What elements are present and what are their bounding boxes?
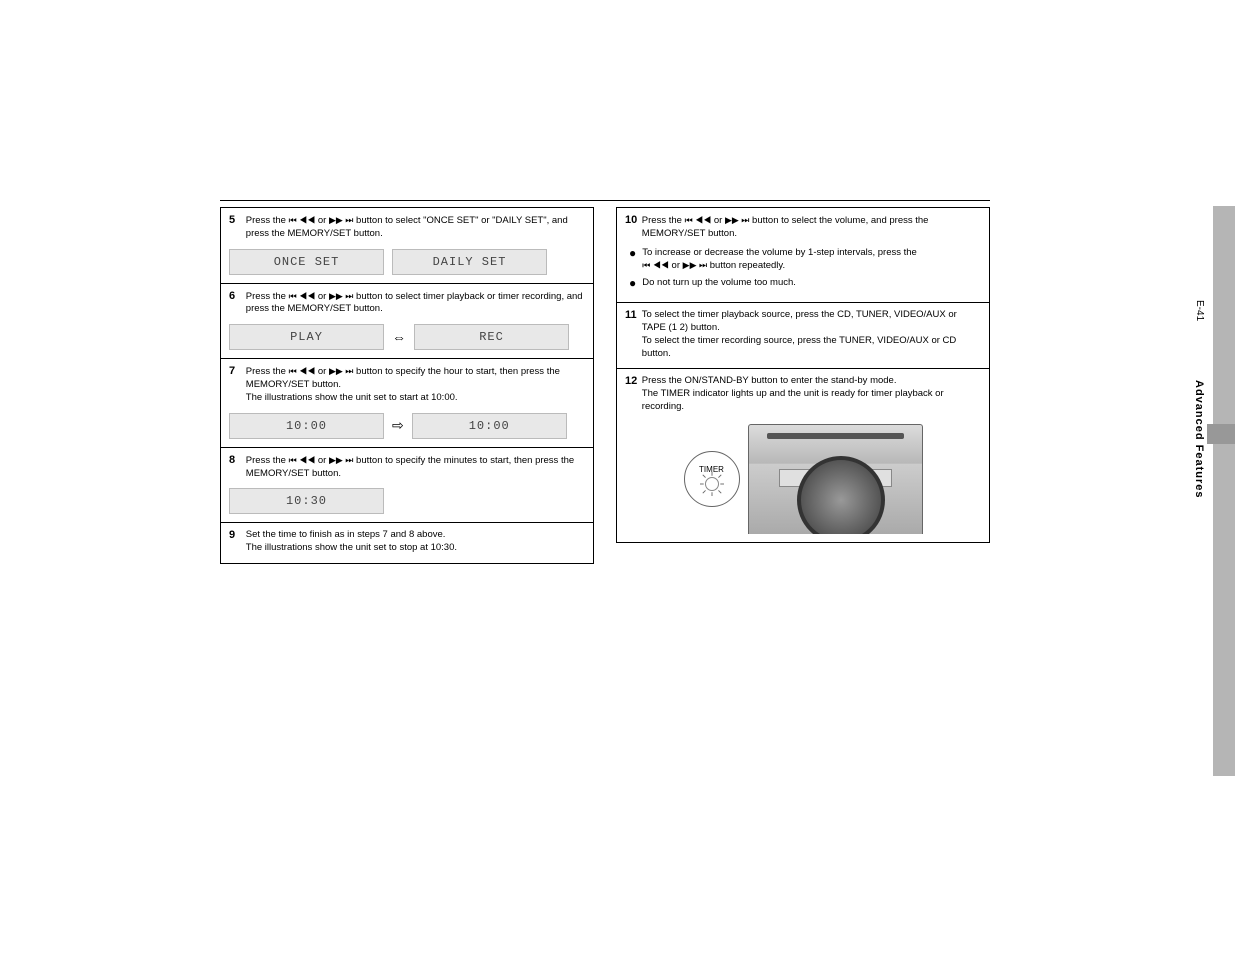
step-number: 11 xyxy=(625,309,639,321)
transport-icon: ⏮ ◀◀ xyxy=(642,260,669,270)
step-text: Press the ⏮ ◀◀ or ▶▶ ⏭ button to specify… xyxy=(246,454,584,481)
right-column: 10 Press the ⏮ ◀◀ or ▶▶ ⏭ button to sele… xyxy=(616,207,990,564)
timer-label: TIMER xyxy=(699,466,724,474)
bullet-icon: ● xyxy=(629,277,636,290)
step-11: 11 To select the timer playback source, … xyxy=(616,303,990,369)
step-text: Press the ⏮ ◀◀ or ▶▶ ⏭ button to specify… xyxy=(246,365,584,404)
step-6: 6 Press the ⏮ ◀◀ or ▶▶ ⏭ button to selec… xyxy=(220,284,594,360)
step-5: 5 Press the ⏮ ◀◀ or ▶▶ ⏭ button to selec… xyxy=(220,207,594,284)
timer-led-icon xyxy=(705,477,719,491)
step-8: 8 Press the ⏮ ◀◀ or ▶▶ ⏭ button to speci… xyxy=(220,448,594,524)
step-note: The illustrations show the unit set to s… xyxy=(246,542,457,553)
step-text: Set the time to finish as in steps 7 and… xyxy=(246,529,584,555)
step-text: Press the ⏮ ◀◀ or ▶▶ ⏭ button to select … xyxy=(246,214,584,241)
transport-icon: ▶▶ ⏭ xyxy=(725,215,749,225)
step-9: 9 Set the time to finish as in steps 7 a… xyxy=(220,523,594,564)
lcd-row: 10:00 ⇨ 10:00 xyxy=(229,413,585,439)
transport-icon: ⏮ ◀◀ xyxy=(289,366,316,376)
lcd-display: DAILY SET xyxy=(392,249,547,275)
step-text: To select the timer playback source, pre… xyxy=(642,309,980,360)
horizontal-rule xyxy=(220,200,990,201)
step-text: Press the ON/STAND-BY button to enter th… xyxy=(642,375,980,413)
transport-icon: ⏮ ◀◀ xyxy=(289,291,316,301)
lcd-row: PLAY ⇔ REC xyxy=(229,324,585,350)
sidebar-page-marker xyxy=(1207,424,1235,444)
arrow-lr-icon: ⇔ xyxy=(392,329,406,345)
bullet-item: ● To increase or decrease the volume by … xyxy=(629,247,981,274)
lcd-display: 10:00 xyxy=(412,413,567,439)
lcd-row: 10:30 xyxy=(229,488,585,514)
page-number-area: E-41 xyxy=(1194,300,1205,321)
step-number: 5 xyxy=(229,214,243,226)
lcd-display: PLAY xyxy=(229,324,384,350)
step-number: 8 xyxy=(229,454,243,466)
page-lang: E xyxy=(1194,300,1205,307)
lcd-display: REC xyxy=(414,324,569,350)
step-number: 9 xyxy=(229,529,243,541)
rays-icon xyxy=(700,472,724,496)
page-num: 41 xyxy=(1194,310,1205,321)
lcd-display: ONCE SET xyxy=(229,249,384,275)
step-number: 7 xyxy=(229,365,243,377)
transport-icon: ▶▶ ⏭ xyxy=(683,260,707,270)
step-note: The TIMER indicator lights up and the un… xyxy=(642,388,944,412)
transport-icon: ▶▶ ⏭ xyxy=(329,215,353,225)
sidebar-tab xyxy=(1213,206,1235,776)
sidebar-section-label: Advanced Features xyxy=(1193,380,1205,498)
lcd-display: 10:30 xyxy=(229,488,384,514)
transport-icon: ▶▶ ⏭ xyxy=(329,291,353,301)
step-number: 12 xyxy=(625,375,639,387)
lcd-row: ONCE SET DAILY SET xyxy=(229,249,585,275)
bullet-list: ● To increase or decrease the volume by … xyxy=(625,247,981,290)
device-illustration: TIMER xyxy=(625,424,981,534)
step-text: Press the ⏮ ◀◀ or ▶▶ ⏭ button to select … xyxy=(246,290,584,317)
device-image xyxy=(748,424,923,534)
step-text: Press the ⏮ ◀◀ or ▶▶ ⏭ button to select … xyxy=(642,214,980,241)
transport-icon: ▶▶ ⏭ xyxy=(329,366,353,376)
step-12: 12 Press the ON/STAND-BY button to enter… xyxy=(616,369,990,542)
step-7: 7 Press the ⏮ ◀◀ or ▶▶ ⏭ button to speci… xyxy=(220,359,594,447)
step-number: 10 xyxy=(625,214,639,226)
document-page: 5 Press the ⏮ ◀◀ or ▶▶ ⏭ button to selec… xyxy=(220,200,990,564)
bullet-icon: ● xyxy=(629,247,636,274)
two-column-layout: 5 Press the ⏮ ◀◀ or ▶▶ ⏭ button to selec… xyxy=(220,207,990,564)
timer-callout: TIMER xyxy=(684,451,740,507)
step-note: The illustrations show the unit set to s… xyxy=(246,392,458,403)
device-lcd-icon xyxy=(779,469,892,487)
left-column: 5 Press the ⏮ ◀◀ or ▶▶ ⏭ button to selec… xyxy=(220,207,594,564)
transport-icon: ⏮ ◀◀ xyxy=(685,215,712,225)
bullet-item: ● Do not turn up the volume too much. xyxy=(629,277,981,290)
arrow-right-icon: ⇨ xyxy=(392,417,404,434)
step-note: To select the timer recording source, pr… xyxy=(642,335,957,359)
transport-icon: ▶▶ ⏭ xyxy=(329,455,353,465)
lcd-display: 10:00 xyxy=(229,413,384,439)
transport-icon: ⏮ ◀◀ xyxy=(289,455,316,465)
step-10: 10 Press the ⏮ ◀◀ or ▶▶ ⏭ button to sele… xyxy=(616,207,990,303)
transport-icon: ⏮ ◀◀ xyxy=(289,215,316,225)
step-number: 6 xyxy=(229,290,243,302)
